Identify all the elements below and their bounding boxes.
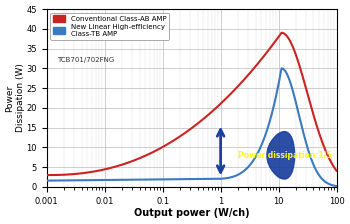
Legend: Conventional Class-AB AMP, New Linear High-efficiency
Class-TB AMP: Conventional Class-AB AMP, New Linear Hi… <box>50 13 169 40</box>
Text: TCB701/702FNG: TCB701/702FNG <box>57 57 114 63</box>
Ellipse shape <box>267 132 295 179</box>
Text: Power dissipation:1/5: Power dissipation:1/5 <box>238 151 331 160</box>
Y-axis label: Power
Dissipation (W): Power Dissipation (W) <box>6 64 25 132</box>
X-axis label: Output power (W/ch): Output power (W/ch) <box>134 209 250 218</box>
